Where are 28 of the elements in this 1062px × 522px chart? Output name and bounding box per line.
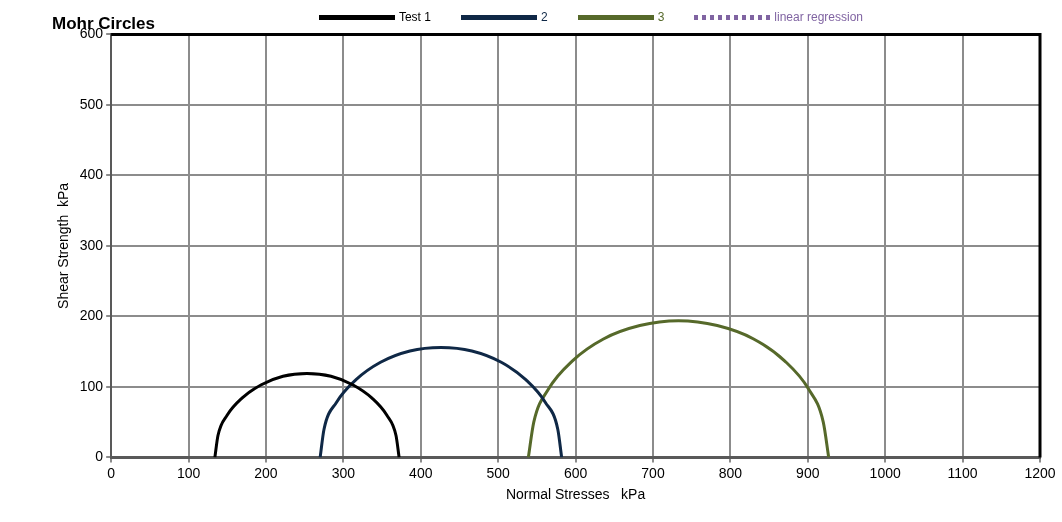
x-tick-label: 100 [176, 464, 201, 481]
x-tick-label: 0 [107, 464, 116, 481]
x-tick-label: 800 [718, 464, 743, 481]
y-tick-label: 400 [79, 166, 104, 183]
line-series [526, 319, 831, 458]
legend-label: linear regression [774, 10, 864, 24]
x-tick-label: 1200 [1024, 464, 1056, 481]
y-tick-label: 100 [79, 377, 104, 394]
text: Test 1 [398, 10, 431, 24]
x-tick-label: 300 [331, 464, 356, 481]
text: 3 [657, 10, 665, 24]
x-tick-label: 900 [796, 464, 820, 481]
y-tick-label: 0 [95, 448, 104, 465]
x-tick-label: 200 [254, 464, 278, 481]
x-tick-label: 700 [641, 464, 665, 481]
x-tick-label: 500 [486, 464, 511, 481]
line-series [318, 345, 564, 458]
line-series [213, 372, 401, 458]
x-tick-label: 1100 [947, 464, 978, 481]
x-tick-label: 600 [563, 464, 588, 481]
y-tick-label: 200 [79, 307, 104, 324]
y-tick-label: 500 [79, 95, 104, 112]
x-axis-title: Normal Stresses kPa [505, 486, 646, 503]
x-tick-label: 1000 [869, 464, 901, 481]
x-tick-label: 400 [409, 464, 433, 481]
y-axis-title: Shear Strength kPa [55, 182, 72, 309]
text: 2 [540, 10, 548, 24]
y-tick-label: 300 [79, 236, 104, 253]
